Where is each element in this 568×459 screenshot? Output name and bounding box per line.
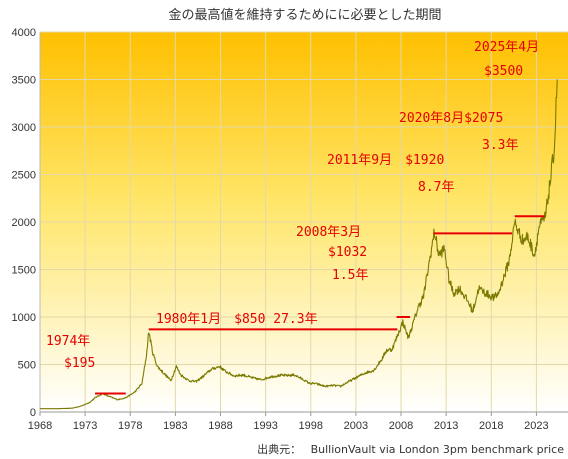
- y-tick-label: 2000: [12, 217, 36, 229]
- annotation-1974: 1974年 $195: [46, 334, 95, 371]
- annotation-2008: 2008年3月 $1032 1.5年: [296, 225, 368, 283]
- y-tick-label: 3500: [12, 75, 36, 87]
- annotation-2025: 2025年4月 $3500: [474, 40, 539, 79]
- y-tick-label: 2500: [12, 170, 36, 182]
- x-tick-label: 1988: [208, 420, 232, 432]
- price-series: [39, 79, 558, 410]
- x-axis-ticks: 1968 1973 1978 1983 1988 1993 1998 2003 2008 2013…: [28, 412, 549, 432]
- annotation-1980-text: 1980年1月 $850 27.3年: [156, 312, 318, 327]
- x-tick-label: 1983: [163, 420, 187, 432]
- x-tick-label: 2008: [389, 420, 413, 432]
- x-tick-label: 1998: [299, 420, 323, 432]
- annotation-2025-price: $3500: [484, 64, 523, 79]
- gridlines: [39, 31, 568, 413]
- y-axis-ticks: 0 500 1000 1500 2000 2500 3000 3500 4000: [12, 27, 36, 419]
- annotation-2020: 2020年8月$2075 3.3年: [399, 111, 518, 153]
- chart-title: 金の最高値を維持するためにに必要とした期間: [168, 7, 441, 23]
- source-label: 出典元：: [257, 442, 301, 456]
- annotation-2020-duration: 3.3年: [482, 138, 518, 153]
- x-tick-label: 2018: [479, 420, 503, 432]
- y-tick-label: 500: [18, 360, 36, 372]
- y-tick-label: 1500: [12, 265, 36, 277]
- y-tick-label: 0: [30, 407, 36, 419]
- y-tick-label: 1000: [12, 312, 36, 324]
- x-tick-label: 1973: [73, 420, 97, 432]
- annotation-2011: 2011年9月 $1920 8.7年: [327, 153, 454, 195]
- x-tick-label: 2003: [344, 420, 368, 432]
- x-tick-label: 1978: [118, 420, 142, 432]
- source-text: BullionVault via London 3pm benchmark pr…: [311, 443, 565, 456]
- source-credit: 出典元： BullionVault via London 3pm benchma…: [257, 442, 564, 456]
- y-tick-label: 4000: [12, 27, 36, 39]
- annotation-1974-price: $195: [64, 356, 95, 371]
- record-period-lines: [95, 215, 545, 395]
- annotation-1980: 1980年1月 $850 27.3年: [156, 312, 318, 327]
- annotation-2008-price: $1032: [328, 245, 367, 260]
- annotation-2020-text: 2020年8月$2075: [399, 111, 503, 126]
- annotation-2008-duration: 1.5年: [332, 268, 368, 283]
- x-tick-label: 2013: [434, 420, 458, 432]
- y-tick-label: 3000: [12, 122, 36, 134]
- x-tick-label: 1968: [28, 420, 52, 432]
- annotation-2008-date: 2008年3月: [296, 225, 361, 240]
- x-tick-label: 1993: [253, 420, 277, 432]
- annotation-2011-text: 2011年9月 $1920: [327, 153, 444, 168]
- gold-price-line: [39, 79, 558, 410]
- annotation-1974-date: 1974年: [46, 334, 90, 349]
- annotation-2011-duration: 8.7年: [418, 180, 454, 195]
- annotation-2025-date: 2025年4月: [474, 40, 539, 55]
- x-tick-label: 2023: [524, 420, 548, 432]
